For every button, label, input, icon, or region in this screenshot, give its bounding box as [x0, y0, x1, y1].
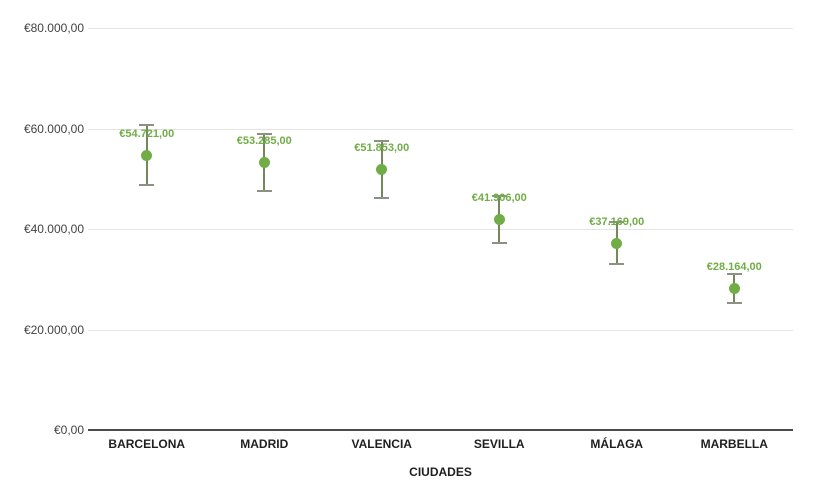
x-axis-category-label: MARBELLA [700, 437, 768, 451]
gridline [88, 229, 793, 230]
data-point-value-label: €53.285,00 [236, 135, 292, 148]
x-axis-category-label: BARCELONA [108, 437, 186, 451]
data-point-dot [611, 237, 623, 249]
x-axis-category-label: MÁLAGA [590, 437, 644, 451]
error-bar-top-cap [374, 140, 390, 143]
y-axis-tick-label: €20.000,00 [23, 322, 84, 337]
y-axis-tick-label: €0,00 [53, 423, 84, 437]
x-axis-baseline [88, 429, 793, 431]
error-bar-bottom-cap [726, 302, 742, 305]
data-point-value-label: €28.164,00 [706, 261, 762, 274]
error-bar-top-cap [609, 221, 625, 224]
data-point-dot [376, 163, 388, 175]
error-bar-bottom-cap [491, 242, 507, 245]
gridline [88, 128, 793, 130]
error-bar-top-cap [256, 132, 272, 135]
error-bar-bottom-cap [609, 263, 625, 266]
x-axis-category-label: MADRID [240, 437, 289, 451]
data-point-value-label: €37.169,00 [589, 216, 645, 229]
data-point-value-label: €54.721,00 [119, 128, 175, 141]
data-point-value-label: €41.906,00 [471, 192, 527, 205]
gridline [88, 28, 793, 29]
error-bar-bottom-cap [256, 189, 272, 192]
data-point-value-label: €51.853,00 [354, 142, 410, 155]
data-point-dot [141, 149, 153, 161]
x-axis-category-label: SEVILLA [473, 437, 525, 451]
error-bar-top-cap [491, 194, 507, 197]
data-point-dot [493, 213, 505, 225]
x-axis-title: CIUDADES [409, 465, 472, 479]
error-bar-bottom-cap [374, 196, 390, 199]
y-axis-tick-label: €40.000,00 [23, 222, 84, 236]
data-point-dot [728, 282, 740, 294]
x-axis-category-label: VALENCIA [351, 437, 412, 451]
data-point-dot [258, 156, 270, 168]
error-bar-top-cap [726, 272, 742, 275]
error-bar-top-cap [139, 124, 155, 127]
gridline [88, 329, 793, 331]
y-axis-tick-label: €80.000,00 [23, 21, 84, 35]
error-bar-bottom-cap [139, 183, 155, 186]
y-axis-tick-label: €60.000,00 [23, 121, 84, 136]
